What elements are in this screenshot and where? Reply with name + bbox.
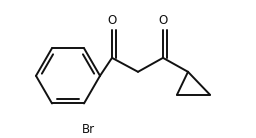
Text: O: O [158, 14, 168, 27]
Text: Br: Br [81, 123, 94, 136]
Text: O: O [107, 14, 117, 27]
